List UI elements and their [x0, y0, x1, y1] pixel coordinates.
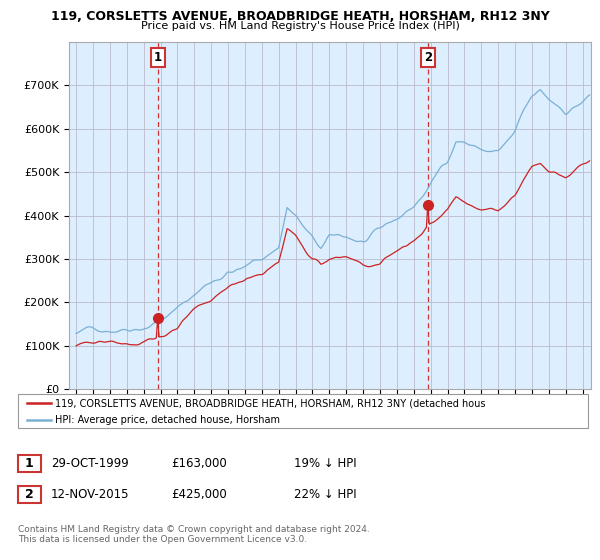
Text: £425,000: £425,000 — [171, 488, 227, 501]
Text: 22% ↓ HPI: 22% ↓ HPI — [294, 488, 356, 501]
Text: 119, CORSLETTS AVENUE, BROADBRIDGE HEATH, HORSHAM, RH12 3NY (detached hous: 119, CORSLETTS AVENUE, BROADBRIDGE HEATH… — [55, 398, 486, 408]
Text: 2: 2 — [424, 51, 433, 64]
Text: £163,000: £163,000 — [171, 457, 227, 470]
Text: HPI: Average price, detached house, Horsham: HPI: Average price, detached house, Hors… — [55, 415, 280, 424]
Text: 19% ↓ HPI: 19% ↓ HPI — [294, 457, 356, 470]
Text: 2: 2 — [25, 488, 34, 501]
Text: Price paid vs. HM Land Registry's House Price Index (HPI): Price paid vs. HM Land Registry's House … — [140, 21, 460, 31]
Text: 12-NOV-2015: 12-NOV-2015 — [51, 488, 130, 501]
Text: Contains HM Land Registry data © Crown copyright and database right 2024.
This d: Contains HM Land Registry data © Crown c… — [18, 525, 370, 544]
Text: 29-OCT-1999: 29-OCT-1999 — [51, 457, 129, 470]
Text: 1: 1 — [25, 457, 34, 470]
Text: 1: 1 — [154, 51, 161, 64]
Text: 119, CORSLETTS AVENUE, BROADBRIDGE HEATH, HORSHAM, RH12 3NY: 119, CORSLETTS AVENUE, BROADBRIDGE HEATH… — [50, 10, 550, 23]
